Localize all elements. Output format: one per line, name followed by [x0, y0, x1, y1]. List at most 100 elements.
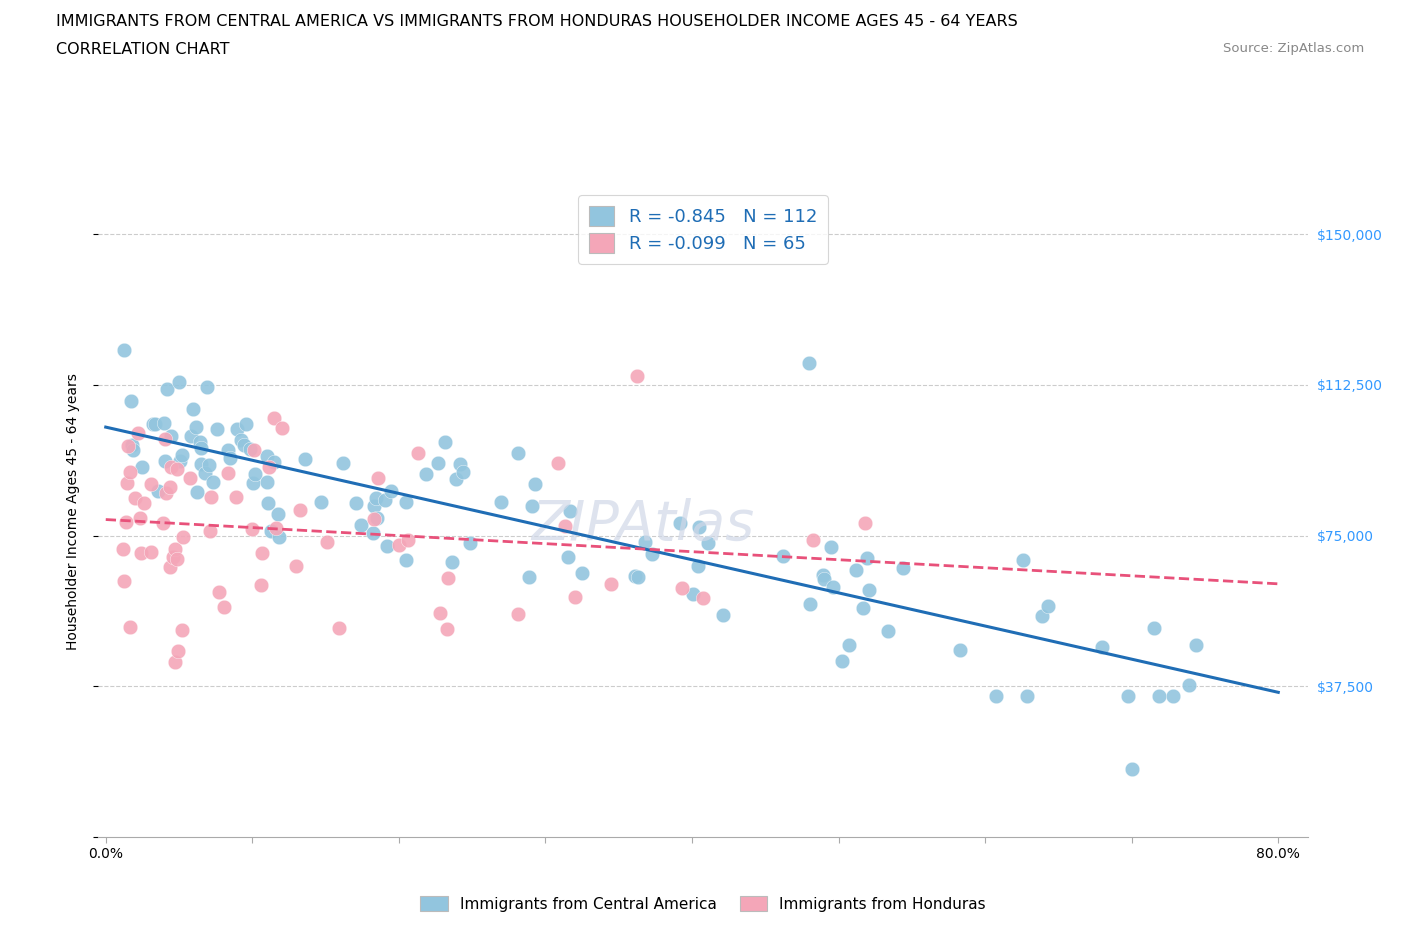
Point [127, 426, 149, 441]
Point [194, 466, 217, 481]
Point [560, 504, 582, 519]
Point [124, 491, 146, 506]
Point [240, 522, 263, 537]
Point [366, 491, 388, 506]
Point [799, 596, 821, 611]
Point [434, 434, 457, 449]
Point [852, 600, 875, 615]
Point [363, 512, 385, 526]
Point [142, 417, 165, 432]
Point [201, 474, 224, 489]
Point [984, 689, 1007, 704]
Point [152, 415, 174, 430]
Point [146, 484, 169, 498]
Point [166, 551, 188, 566]
Point [242, 475, 264, 490]
Point [166, 461, 188, 476]
Point [856, 551, 879, 565]
Point [170, 447, 193, 462]
Point [160, 429, 183, 444]
Point [1116, 689, 1139, 704]
Point [263, 455, 285, 470]
Point [257, 496, 280, 511]
Point [290, 503, 312, 518]
Point [641, 547, 664, 562]
Point [256, 475, 278, 490]
Point [891, 561, 914, 576]
Y-axis label: Householder Income Ages 45 - 64 years: Householder Income Ages 45 - 64 years [66, 373, 80, 650]
Point [831, 653, 853, 668]
Point [256, 448, 278, 463]
Point [328, 620, 350, 635]
Point [172, 530, 194, 545]
Point [374, 493, 396, 508]
Point [626, 369, 648, 384]
Point [332, 456, 354, 471]
Point [838, 637, 860, 652]
Point [208, 585, 231, 600]
Point [169, 374, 191, 389]
Point [564, 590, 586, 604]
Point [1143, 620, 1166, 635]
Point [1185, 638, 1208, 653]
Point [120, 394, 142, 409]
Point [219, 450, 242, 465]
Point [118, 464, 141, 479]
Point [441, 554, 464, 569]
Point [169, 453, 191, 468]
Point [363, 499, 385, 514]
Point [388, 538, 411, 552]
Point [188, 434, 211, 449]
Text: Source: ZipAtlas.com: Source: ZipAtlas.com [1223, 42, 1364, 55]
Point [159, 459, 181, 474]
Point [233, 438, 256, 453]
Point [181, 401, 204, 416]
Point [1161, 689, 1184, 704]
Point [554, 519, 576, 534]
Point [190, 457, 212, 472]
Point [1031, 608, 1053, 623]
Point [259, 524, 281, 538]
Point [167, 644, 190, 658]
Point [506, 606, 529, 621]
Point [427, 456, 450, 471]
Point [669, 515, 692, 530]
Point [600, 577, 623, 591]
Point [294, 451, 316, 466]
Text: IMMIGRANTS FROM CENTRAL AMERICA VS IMMIGRANTS FROM HONDURAS HOUSEHOLDER INCOME A: IMMIGRANTS FROM CENTRAL AMERICA VS IMMIG… [56, 14, 1018, 29]
Point [139, 545, 162, 560]
Point [688, 519, 710, 534]
Point [316, 535, 339, 550]
Point [1012, 552, 1035, 567]
Point [692, 591, 714, 605]
Point [115, 475, 138, 490]
Point [876, 624, 898, 639]
Point [799, 355, 821, 370]
Point [1015, 689, 1038, 704]
Point [853, 515, 876, 530]
Point [112, 573, 135, 588]
Point [380, 484, 402, 498]
Point [446, 472, 468, 486]
Point [344, 496, 367, 511]
Point [367, 471, 389, 485]
Point [165, 655, 187, 670]
Point [429, 605, 451, 620]
Point [170, 623, 193, 638]
Point [1178, 678, 1201, 693]
Point [415, 467, 437, 482]
Point [1147, 689, 1170, 704]
Text: ZIPAtlas: ZIPAtlas [531, 498, 754, 551]
Point [163, 541, 186, 556]
Point [449, 457, 471, 472]
Point [243, 443, 266, 458]
Point [217, 443, 239, 458]
Point [179, 471, 201, 485]
Point [245, 467, 267, 482]
Point [522, 499, 544, 514]
Point [131, 545, 153, 560]
Point [949, 642, 972, 657]
Point [772, 549, 794, 564]
Point [451, 465, 474, 480]
Point [506, 445, 529, 460]
